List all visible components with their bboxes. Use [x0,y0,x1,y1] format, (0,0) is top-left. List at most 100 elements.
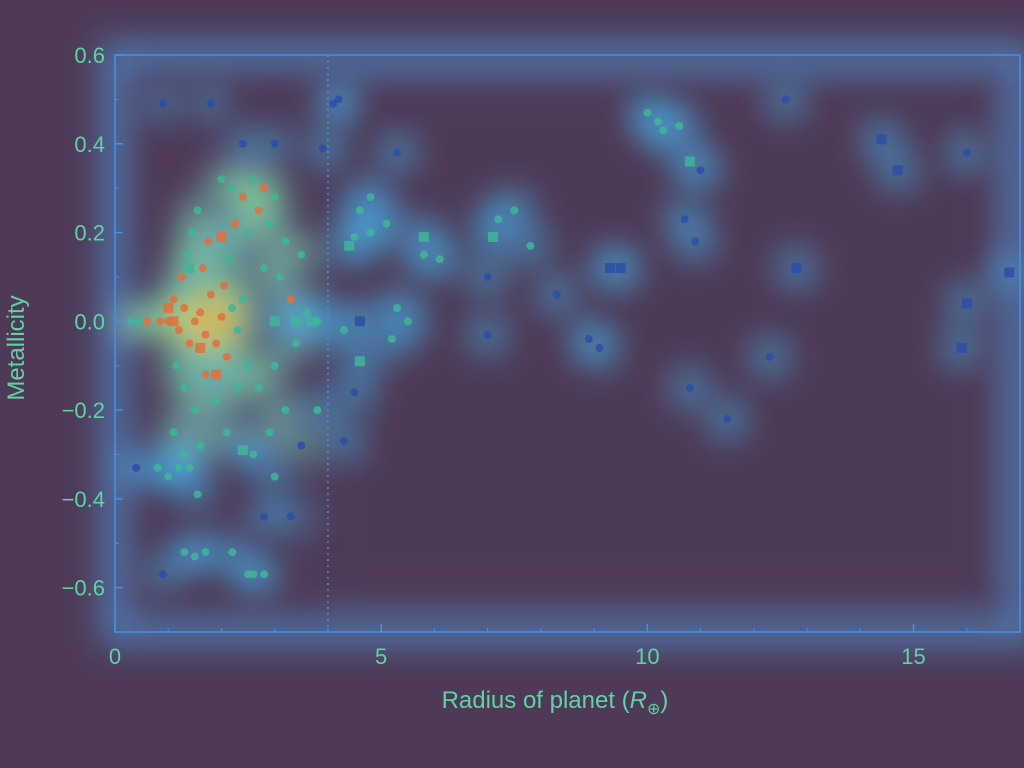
data-point-circle [659,126,668,135]
data-point-square [354,316,365,327]
data-point-circle [393,148,402,157]
data-point-circle [228,184,237,193]
data-point-circle [552,290,561,299]
data-point-circle [174,326,183,335]
data-point-circle [244,228,253,237]
data-point-circle [190,552,199,561]
data-point-circle [643,108,652,117]
data-point-circle [132,463,141,472]
y-tick-label: 0.0 [74,309,105,334]
data-point-square [168,316,179,327]
data-point-circle [403,317,412,326]
data-point-circle [265,428,274,437]
data-point-circle [201,548,210,557]
data-point-circle [212,339,221,348]
data-point-circle [526,241,535,250]
data-point-circle [691,237,700,246]
data-point-circle [201,330,210,339]
data-point-circle [190,317,199,326]
data-point-circle [206,99,215,108]
data-point-circle [276,272,285,281]
data-point-circle [483,330,492,339]
data-point-circle [723,414,732,423]
data-point-circle [158,99,167,108]
data-point-circle [196,308,205,317]
data-point-circle [206,290,215,299]
data-point-circle [654,117,662,126]
x-axis-label: Radius of planet (R⊕) [442,687,669,718]
y-tick-label: −0.2 [62,398,105,423]
data-point-circle [196,441,205,450]
data-point-circle [174,463,183,472]
data-point-circle [156,317,165,326]
data-point-circle [962,148,971,157]
data-point-circle [177,272,186,281]
data-point-circle [318,144,327,153]
data-point-circle [169,428,178,437]
data-point-circle [172,361,181,370]
data-point-circle [281,406,290,415]
data-point-circle [228,548,237,557]
data-point-circle [366,228,375,237]
data-point-circle [222,428,231,437]
data-point-circle [329,99,338,108]
x-tick-label: 15 [901,644,925,669]
data-point-circle [212,397,221,406]
data-point-square [1004,267,1015,278]
data-point-square [216,231,227,242]
data-point-square [237,445,248,456]
data-point-square [211,369,222,380]
heat-hotspot [155,276,266,367]
data-point-circle [781,95,790,104]
data-point-square [684,156,695,167]
data-point-circle [302,308,311,317]
data-point-circle [260,184,269,193]
axes [114,54,1021,633]
tick-labels: 0 5 10 15 0.6 0.4 0.2 0.0 −0.2 −0.4 −0.6 [62,43,926,669]
data-point-circle [238,193,247,202]
data-point-square [892,165,903,176]
data-point-circle [222,352,231,361]
data-point-circle [494,215,503,224]
data-point-circle [185,339,194,348]
data-point-square [605,263,616,274]
data-point-circle [313,406,322,415]
data-point-circle [297,441,306,450]
data-point-circle [254,383,263,392]
data-point-circle [188,228,197,237]
data-point-circle [204,237,213,246]
data-point-square [291,316,301,327]
data-point-circle [435,255,444,264]
data-point-circle [350,388,359,397]
data-point-circle [339,326,348,335]
y-tick-label: −0.6 [62,576,105,601]
data-point-circle [286,512,295,521]
data-point-circle [265,219,274,228]
data-point-circle [244,361,253,370]
heatmap-overlay [102,42,1024,645]
data-point-square [306,316,317,327]
data-point-circle [382,219,391,228]
data-point-circle [350,232,359,241]
y-tick-label: 0.4 [74,132,105,157]
data-point-circle [198,264,207,273]
data-points [126,95,1015,579]
data-point-circle [260,570,269,579]
data-point-circle [134,317,143,326]
x-tick-label: 0 [109,644,121,669]
data-point-circle [153,463,162,472]
data-point-circle [483,272,492,281]
data-point-circle [510,206,519,215]
data-point-circle [233,383,242,392]
data-point-circle [190,406,199,415]
data-point-circle [292,339,300,348]
data-point-circle [270,361,279,370]
data-point-circle [193,206,202,215]
data-point-circle [185,463,194,472]
data-point-circle [286,295,295,304]
data-point-square [961,298,972,309]
data-point-circle [180,548,189,557]
data-point-circle [228,303,237,312]
data-point-square [344,240,355,251]
data-point-circle [238,295,247,304]
